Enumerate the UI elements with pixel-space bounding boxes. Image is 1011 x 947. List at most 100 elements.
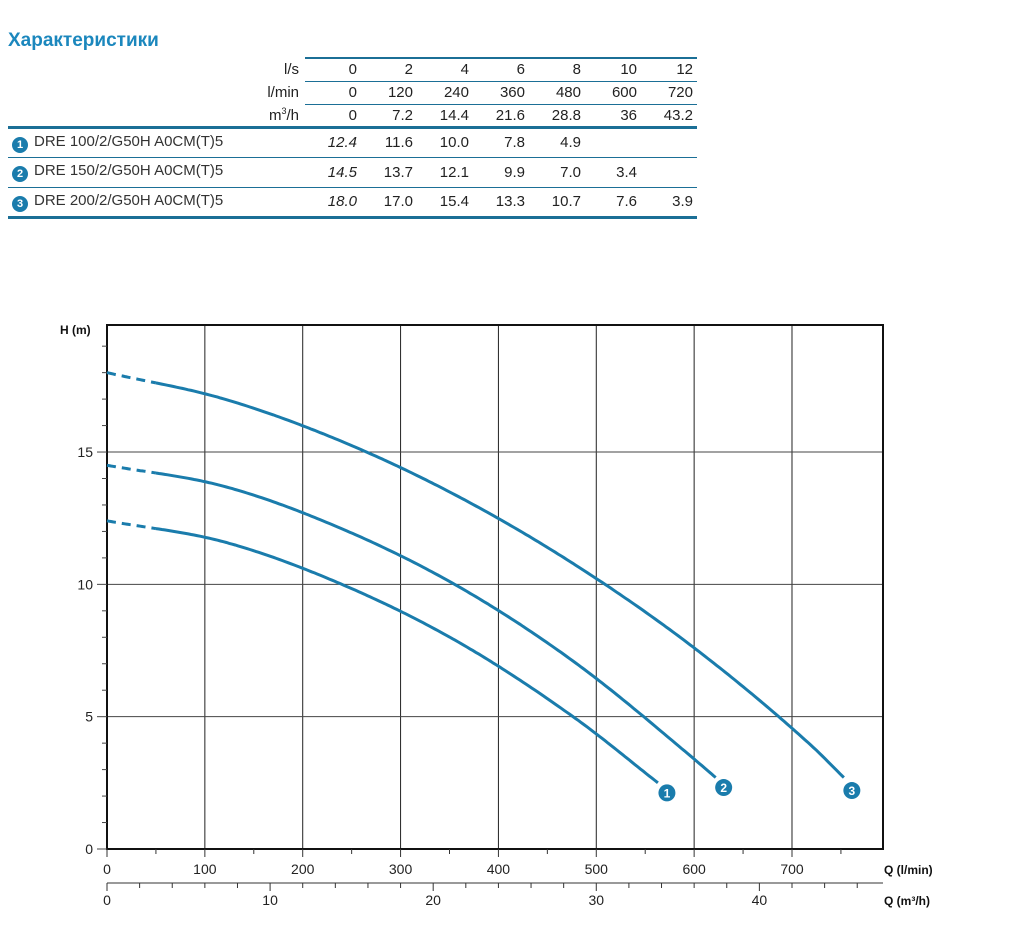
header-cell: 0 — [305, 103, 361, 127]
value-cell — [641, 156, 697, 187]
model-row: 1 DRE 100/2/G50H A0CM(T)5 12.4 11.6 10.0 … — [8, 125, 697, 157]
header-cell: 6 — [473, 57, 529, 81]
unit-tail: /h — [286, 106, 299, 124]
plot-frame — [106, 324, 884, 850]
x-tick-label: 0 — [103, 861, 111, 877]
curve-badge-1 — [658, 784, 676, 802]
header-cell: 43.2 — [641, 103, 697, 127]
value-cell: 13.3 — [473, 186, 529, 219]
header-cell: 360 — [473, 80, 529, 104]
value-cell: 13.7 — [361, 156, 417, 187]
header-cell: 12 — [641, 57, 697, 81]
header-cell: 7.2 — [361, 103, 417, 127]
header-cell: 120 — [361, 80, 417, 104]
header-row-ls: l/s 0 2 4 6 8 10 12 — [8, 57, 697, 81]
value-cell: 4.9 — [529, 125, 585, 157]
model-row: 3 DRE 200/2/G50H A0CM(T)5 18.0 17.0 15.4 … — [8, 186, 697, 219]
x-tick-label: 700 — [780, 861, 804, 877]
header-label: l/min — [267, 84, 299, 101]
y-tick-label: 5 — [85, 709, 93, 725]
y-tick-label: 0 — [85, 841, 93, 857]
unit-base: m — [268, 106, 282, 124]
x2-tick-label: 0 — [103, 892, 111, 908]
curve-1 — [155, 527, 659, 784]
y-tick-label: 10 — [77, 576, 93, 592]
header-cell: 0 — [305, 57, 361, 81]
value-cell: 15.4 — [417, 186, 473, 219]
badge-icon: 1 — [12, 136, 28, 153]
header-label: l/s — [284, 61, 299, 78]
y-tick-label: 15 — [77, 444, 93, 460]
value-cell: 10.0 — [417, 125, 473, 157]
value-cell: 7.6 — [585, 186, 641, 219]
header-cell: 240 — [417, 80, 473, 104]
curve-badge-label: 1 — [664, 786, 671, 800]
curve-3 — [155, 381, 845, 779]
x2-tick-label: 20 — [425, 892, 441, 908]
header-cell: 28.8 — [529, 103, 585, 127]
curve-dashed-2 — [106, 463, 157, 475]
value-cell: 14.5 — [305, 156, 361, 187]
header-cell: 10 — [585, 57, 641, 81]
x2-tick-label: 40 — [752, 892, 768, 908]
model-name: 3 DRE 200/2/G50H A0CM(T)5 — [8, 186, 305, 219]
model-row: 2 DRE 150/2/G50H A0CM(T)5 14.5 13.7 12.1 … — [8, 156, 697, 187]
header-cell: 14.4 — [417, 103, 473, 127]
curve-badge-label: 2 — [720, 781, 727, 795]
x2-axis-label: Q (m³/h) — [884, 894, 930, 908]
value-cell: 12.1 — [417, 156, 473, 187]
value-cell — [641, 125, 697, 157]
header-row-lmin: l/min 0 120 240 360 480 600 720 — [8, 80, 697, 104]
value-cell: 12.4 — [305, 125, 361, 157]
model-label: DRE 150/2/G50H A0CM(T)5 — [34, 162, 224, 179]
header-cell: 0 — [305, 80, 361, 104]
value-cell — [585, 125, 641, 157]
x-tick-label: 400 — [487, 861, 511, 877]
value-cell: 7.8 — [473, 125, 529, 157]
x2-tick-label: 10 — [262, 892, 278, 908]
value-cell: 3.4 — [585, 156, 641, 187]
header-label: m3/h — [8, 104, 305, 127]
curve-dashed-3 — [106, 371, 157, 385]
model-label: DRE 200/2/G50H A0CM(T)5 — [34, 191, 224, 209]
x-tick-label: 200 — [291, 861, 315, 877]
section-title: Характеристики — [8, 30, 159, 51]
curve-badge-3 — [843, 782, 861, 800]
y-axis-label: H (m) — [60, 323, 91, 337]
value-cell: 18.0 — [305, 186, 361, 219]
x-tick-label: 300 — [389, 861, 413, 877]
value-cell: 7.0 — [529, 156, 585, 187]
header-cell: 480 — [529, 80, 585, 104]
model-name: 1 DRE 100/2/G50H A0CM(T)5 — [8, 125, 305, 157]
curve-dashed-1 — [106, 519, 157, 531]
curve-badge-label: 3 — [849, 784, 856, 798]
value-cell: 10.7 — [529, 186, 585, 219]
header-cell: 8 — [529, 57, 585, 81]
header-cell: 36 — [585, 103, 641, 127]
header-row-m3h: m3/h 0 7.2 14.4 21.6 28.8 36 43.2 — [8, 103, 697, 127]
header-cell: 720 — [641, 80, 697, 104]
curve-badge-2 — [715, 779, 733, 797]
curve-2 — [155, 471, 717, 779]
value-cell: 17.0 — [361, 186, 417, 219]
badge-icon: 2 — [12, 166, 28, 182]
value-cell: 9.9 — [473, 156, 529, 187]
header-cell: 4 — [417, 57, 473, 81]
x2-tick-label: 30 — [588, 892, 604, 908]
header-cell: 21.6 — [473, 103, 529, 127]
value-cell: 11.6 — [361, 125, 417, 157]
badge-icon: 3 — [12, 195, 28, 212]
model-label: DRE 100/2/G50H A0CM(T)5 — [34, 132, 224, 150]
model-name: 2 DRE 150/2/G50H A0CM(T)5 — [8, 156, 305, 187]
x-tick-label: 100 — [193, 861, 217, 877]
header-cell: 2 — [361, 57, 417, 81]
x-axis-label: Q (l/min) — [884, 863, 933, 877]
characteristics-table: l/s 0 2 4 6 8 10 12 l/min 0 120 240 360 … — [8, 57, 697, 219]
x-tick-label: 500 — [585, 861, 609, 877]
x-tick-label: 600 — [682, 861, 706, 877]
value-cell: 3.9 — [641, 186, 697, 219]
unit-sup: 3 — [281, 105, 287, 116]
header-cell: 600 — [585, 80, 641, 104]
